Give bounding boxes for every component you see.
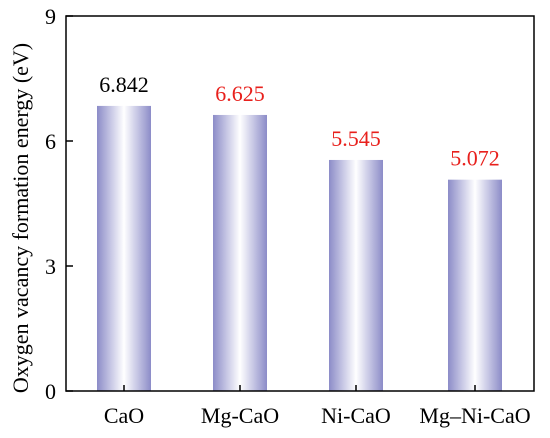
value-label: 6.625 — [215, 81, 265, 106]
y-tick-label: 3 — [45, 254, 56, 279]
value-label: 6.842 — [99, 72, 149, 97]
value-labels: 6.842 6.625 5.545 5.072 — [99, 72, 500, 171]
y-axis-label: Oxygen vacancy formation energy (eV) — [8, 43, 33, 393]
y-tick-label: 0 — [45, 379, 56, 404]
bars — [97, 105, 502, 392]
y-axis: 0 3 6 9 — [45, 4, 73, 404]
bar-ni-cao — [329, 159, 383, 391]
bar-mg-cao — [213, 114, 267, 391]
x-tick-label: Mg–Ni-CaO — [419, 403, 530, 428]
bar-cao — [97, 105, 151, 392]
y-tick-label: 6 — [45, 129, 56, 154]
x-tick-label: CaO — [104, 403, 144, 428]
value-label: 5.545 — [331, 126, 381, 151]
value-label: 5.072 — [450, 146, 500, 171]
bar-mg-ni-cao — [448, 179, 502, 391]
x-tick-label: Mg-CaO — [201, 403, 279, 428]
x-axis: CaO Mg-CaO Ni-CaO Mg–Ni-CaO — [104, 385, 531, 428]
y-tick-label: 9 — [45, 4, 56, 29]
plot-frame — [65, 15, 535, 392]
x-tick-label: Ni-CaO — [321, 403, 391, 428]
